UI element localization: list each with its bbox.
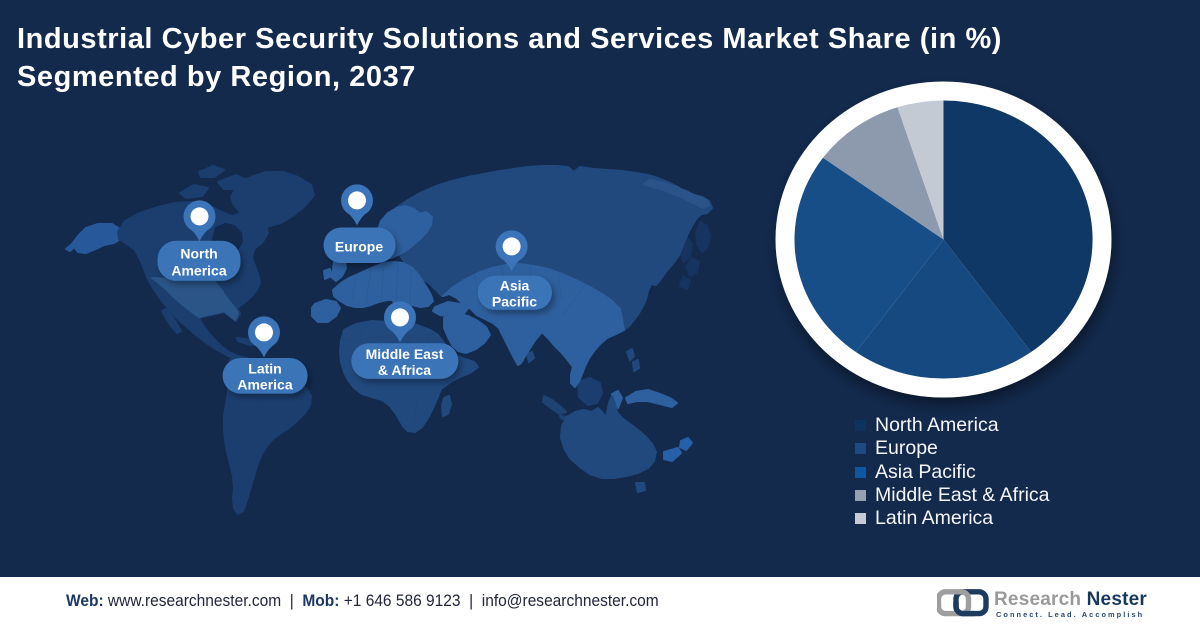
svg-text:Europe: Europe: [335, 239, 383, 255]
svg-text:Latin: Latin: [248, 361, 281, 377]
svg-text:North: North: [180, 246, 217, 262]
svg-text:& Africa: & Africa: [378, 362, 431, 378]
svg-text:America: America: [237, 377, 292, 393]
svg-text:America: America: [171, 263, 226, 279]
svg-text:Middle East: Middle East: [366, 346, 444, 362]
svg-text:Pacific: Pacific: [492, 294, 537, 310]
svg-text:Asia: Asia: [500, 278, 530, 294]
